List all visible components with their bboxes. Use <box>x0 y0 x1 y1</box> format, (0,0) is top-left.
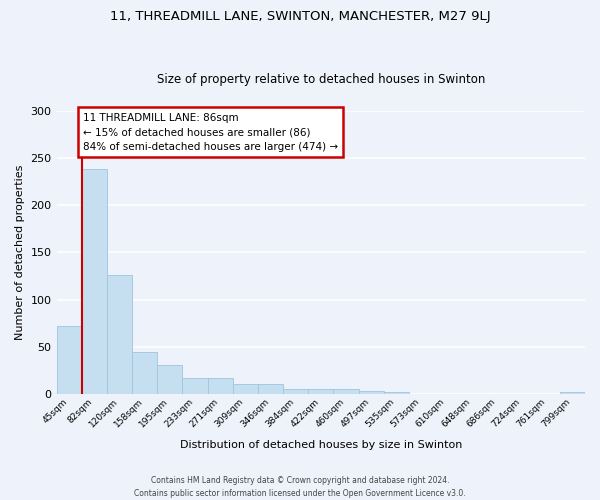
Bar <box>82 170 107 394</box>
X-axis label: Distribution of detached houses by size in Swinton: Distribution of detached houses by size … <box>179 440 462 450</box>
Text: 11, THREADMILL LANE, SWINTON, MANCHESTER, M27 9LJ: 11, THREADMILL LANE, SWINTON, MANCHESTER… <box>110 10 490 23</box>
Bar <box>233 384 258 394</box>
Bar <box>157 365 182 394</box>
Title: Size of property relative to detached houses in Swinton: Size of property relative to detached ho… <box>157 73 485 86</box>
Bar <box>132 352 157 394</box>
Bar <box>560 392 585 394</box>
Text: 11 THREADMILL LANE: 86sqm
← 15% of detached houses are smaller (86)
84% of semi-: 11 THREADMILL LANE: 86sqm ← 15% of detac… <box>83 112 338 152</box>
Bar <box>334 390 359 394</box>
Y-axis label: Number of detached properties: Number of detached properties <box>15 164 25 340</box>
Bar <box>182 378 208 394</box>
Bar <box>56 326 82 394</box>
Bar <box>107 275 132 394</box>
Bar <box>258 384 283 394</box>
Bar <box>308 390 334 394</box>
Bar <box>383 392 409 394</box>
Bar <box>208 378 233 394</box>
Text: Contains HM Land Registry data © Crown copyright and database right 2024.
Contai: Contains HM Land Registry data © Crown c… <box>134 476 466 498</box>
Bar <box>359 391 383 394</box>
Bar <box>283 390 308 394</box>
